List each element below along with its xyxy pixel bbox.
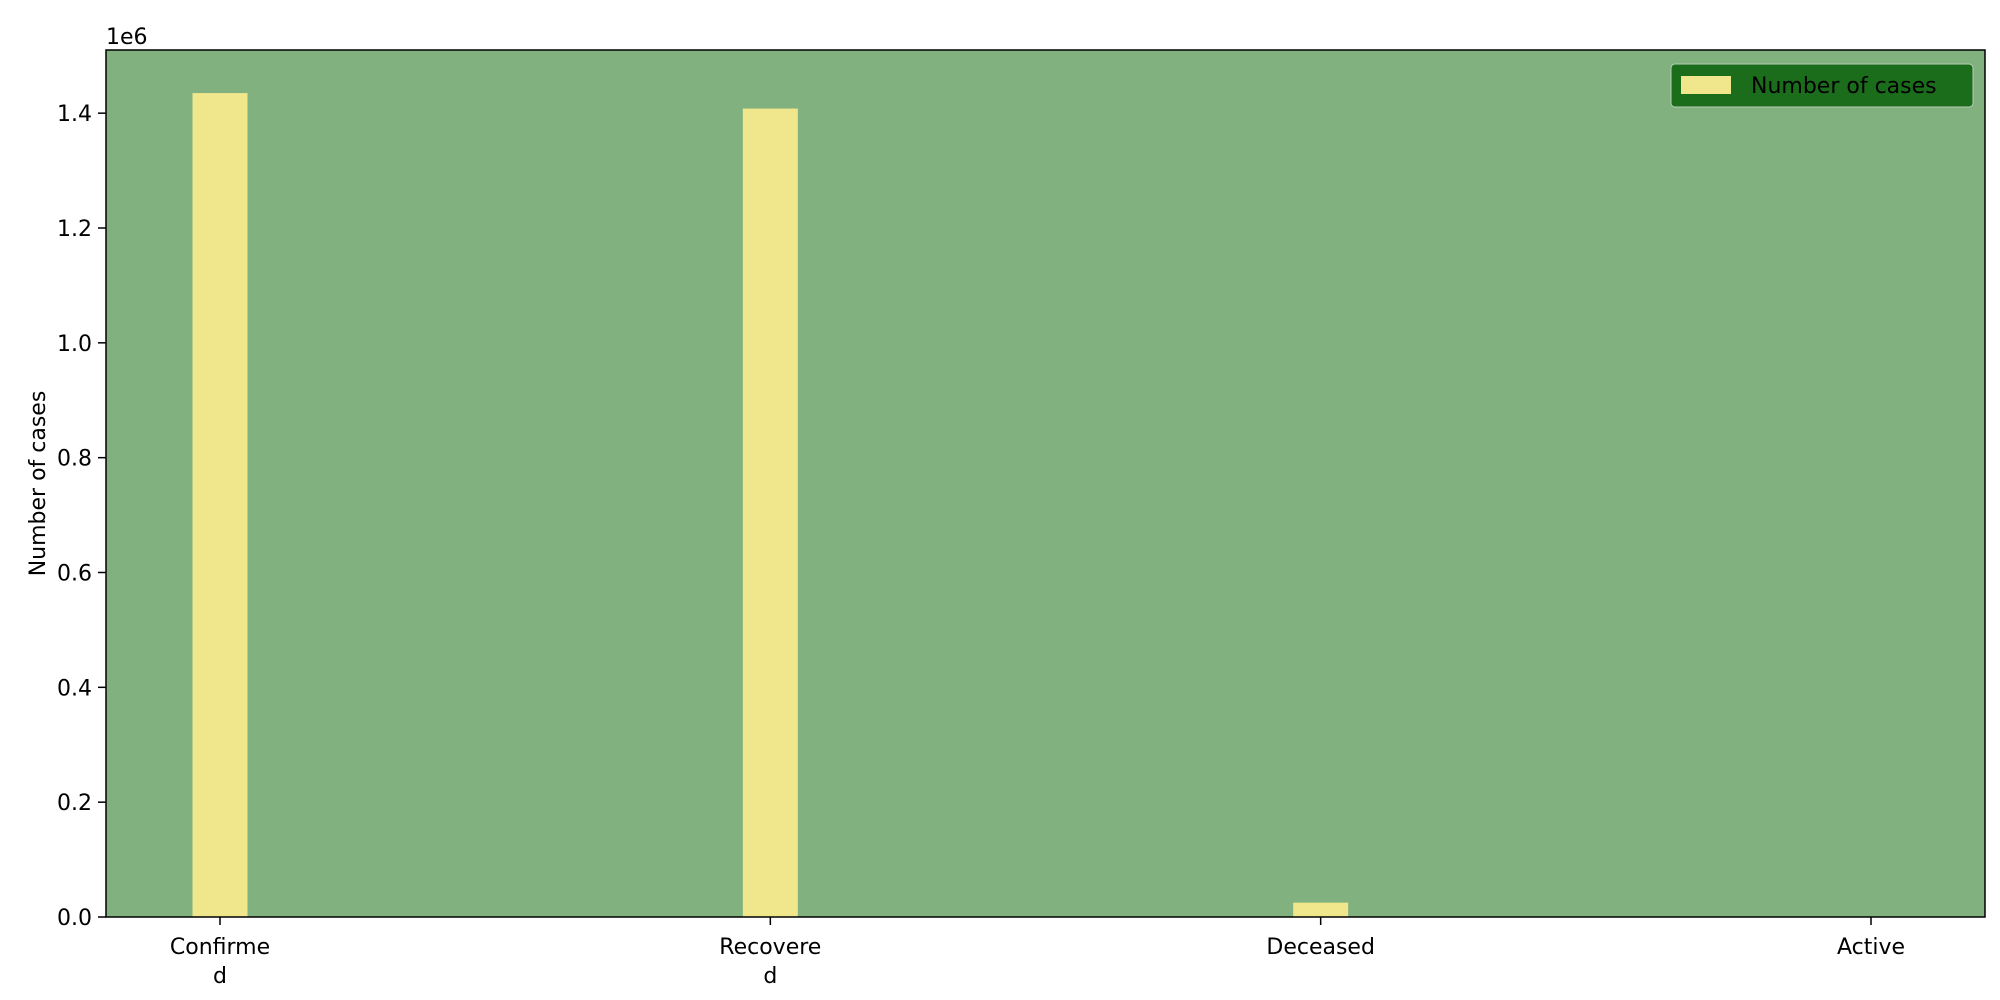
bar-deceased xyxy=(1293,902,1349,917)
plot-frame xyxy=(105,49,1986,918)
bars-group xyxy=(192,93,1349,918)
y-tick-label: 0.2 xyxy=(57,791,92,816)
x-tick-label-active: Active xyxy=(1837,935,1905,960)
x-tick-label-recovered: Recovere d xyxy=(719,935,821,989)
y-tick-label: 1.0 xyxy=(57,332,92,357)
y-tick-label: 0.4 xyxy=(57,676,92,701)
y-axis-offset-label: 1e6 xyxy=(106,25,148,50)
bar-recovered xyxy=(742,108,798,918)
y-axis-label: Number of cases xyxy=(26,391,51,577)
legend-swatch xyxy=(1681,76,1731,94)
x-tick-label-deceased: Deceased xyxy=(1266,935,1375,960)
y-tick-label: 0.6 xyxy=(57,561,92,586)
legend-label: Number of cases xyxy=(1751,74,1937,99)
legend-box xyxy=(1670,63,1974,108)
bar-confirmed xyxy=(192,93,248,917)
x-tick-label-confirmed: Confirme d xyxy=(170,935,270,989)
plot-background xyxy=(106,50,1985,917)
plot-area xyxy=(105,49,1986,918)
legend: Number of cases xyxy=(1670,63,1974,108)
y-tick-label: 1.2 xyxy=(57,217,92,242)
y-tick-label: 0.8 xyxy=(57,447,92,472)
y-tick-label: 0.0 xyxy=(57,906,92,931)
y-tick-label: 1.4 xyxy=(57,102,92,127)
y-axis: 0.0 0.2 0.4 0.6 0.8 1.0 1.2 1.4 xyxy=(57,102,106,931)
x-axis: Confirme d Recovere d Deceased Active xyxy=(170,917,1905,989)
